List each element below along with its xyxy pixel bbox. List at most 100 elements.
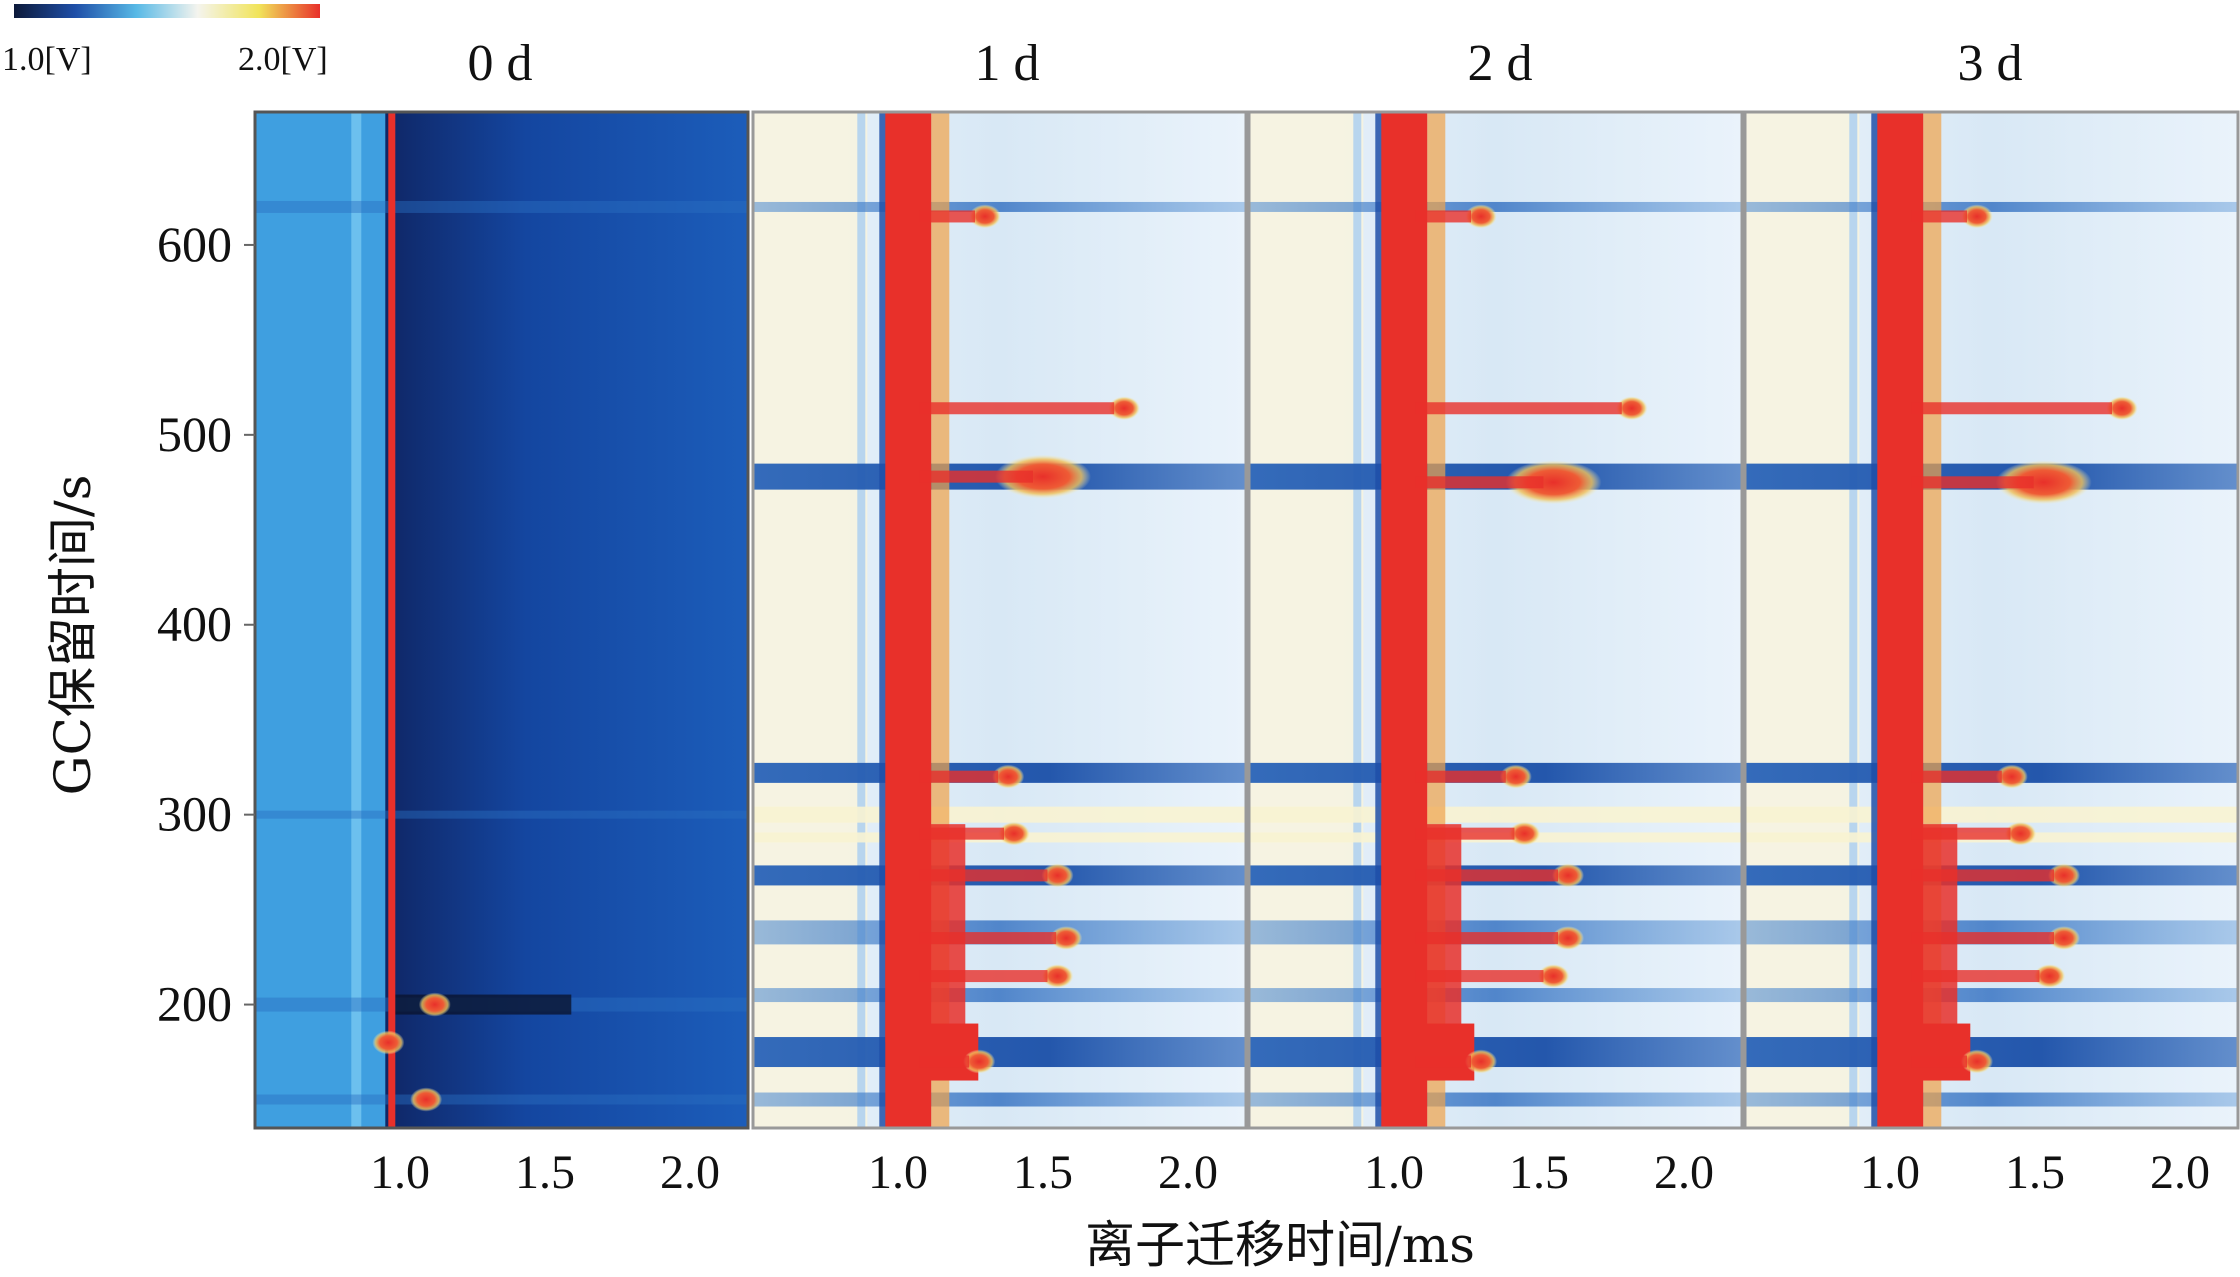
peak-tail [1911,970,2040,983]
peak-spot [1465,1049,1497,1074]
peak-tail [919,770,999,783]
horizontal-band [1249,1092,1742,1107]
horizontal-band [753,1092,1246,1107]
horizontal-band [1249,988,1742,1003]
x-tick-label: 1.0 [1860,1146,1920,1199]
horizontal-band [1745,201,2238,212]
horizontal-band [255,1094,748,1105]
peak-spot [418,992,451,1017]
peak-tail [1911,210,1967,223]
x-tick-label: 2.0 [1158,1146,1218,1199]
pale-band [1249,806,1742,823]
peak-tail [1911,869,2054,882]
panel-frame [751,110,1248,1130]
peak-spot [963,1049,996,1074]
y-tick-label: 200 [157,976,232,1032]
x-tick-label: 1.0 [370,1146,430,1199]
pre-rip-stripe [351,112,362,1128]
pre-rip-stripe [857,112,866,1128]
panel-frame [253,110,750,1130]
x-tick-label: 1.0 [868,1146,928,1199]
horizontal-band [1745,988,2238,1003]
x-tick-label: 2.0 [660,1146,720,1199]
peak-tail [919,402,1115,415]
panel-4: 3 d [1743,35,2240,1130]
colorbar-max-label: 2.0[V] [238,41,328,78]
peak-tail [919,470,1033,483]
peak-spot [1537,964,1570,989]
red-block [1885,1023,1971,1081]
peak-tail [1415,210,1471,223]
peak-spot [1552,863,1584,888]
pre-rip-stripe [1353,112,1362,1128]
x-tick-label: 1.5 [1013,1146,1073,1199]
rip-edge [1375,112,1384,1128]
panel-title: 0 d [468,35,533,92]
y-axis: 200 300 400 500 600 [157,216,255,1032]
peak-spot [1041,863,1074,888]
peak-tail [919,827,1004,840]
panel-1: 0 d [253,35,750,1130]
peak-spot [1465,204,1497,229]
peak-spot [1508,821,1541,846]
peak-spot [995,454,1091,499]
horizontal-band [753,1037,1246,1068]
peak-tail [919,1055,970,1068]
pre-rip-region [1745,112,1860,1128]
pale-band [1745,806,2238,823]
peak-spot [1961,1049,1993,1074]
colorbar-strip [14,4,320,18]
panel-title: 3 d [1958,35,2023,92]
panel-2: 1 d [751,35,1248,1130]
x-axis: 1.0 1.5 2.0 1.0 1.5 2.0 1.0 1.5 2.0 1.0 1.5 2.0 [370,1146,2210,1199]
panel-frame [1743,110,2240,1130]
pre-rip-region [255,112,386,1128]
pale-band [753,806,1246,823]
y-axis-label: GC保留时间/s [44,475,102,796]
peak-tail [1911,476,2034,489]
panel-3: 2 d [1247,35,1744,1130]
peak-spot [1552,926,1584,951]
x-tick-label: 1.5 [1509,1146,1569,1199]
y-tick-label: 500 [157,406,232,462]
peak-tail [919,210,975,223]
horizontal-band [1745,1092,2238,1107]
peak-tail [1415,1055,1471,1068]
dark-band [391,994,572,1015]
panel-title: 2 d [1468,35,1533,92]
peak-tail [1415,970,1544,983]
peak-tail [1911,1055,1967,1068]
peak-tail [1911,932,2054,945]
panels: 0 d 1 d 2 d 3 d [253,35,2240,1130]
peak-tail [1415,869,1558,882]
peak-spot [998,821,1030,846]
horizontal-band [1249,201,1742,212]
x-tick-label: 1.0 [1364,1146,1424,1199]
horizontal-band [255,810,748,819]
peak-tail [919,932,1057,945]
x-tick-label: 1.5 [515,1146,575,1199]
panel-title: 1 d [975,35,1040,92]
peak-tail [1415,827,1515,840]
peak-tail [1415,402,1622,415]
peak-spot [1615,396,1648,421]
pre-rip-region [753,112,868,1128]
peak-spot [1499,764,1532,789]
x-tick-label: 2.0 [2150,1146,2210,1199]
peak-tail [1415,476,1544,489]
peak-tail [1911,402,2112,415]
peak-spot [2004,821,2037,846]
peak-spot [1108,396,1141,421]
peak-spot [1995,460,2092,505]
x-tick-label: 1.5 [2005,1146,2065,1199]
y-tick-label: 600 [157,216,232,272]
peak-spot [1041,964,1074,989]
peak-spot [2106,396,2138,421]
peak-spot [1505,460,1602,505]
horizontal-band [753,201,1246,212]
peak-tail [1415,770,1506,783]
peak-tail [1911,770,2002,783]
y-tick-label: 300 [157,786,232,842]
x-axis-label: 离子迁移时间/ms [1085,1216,1475,1274]
